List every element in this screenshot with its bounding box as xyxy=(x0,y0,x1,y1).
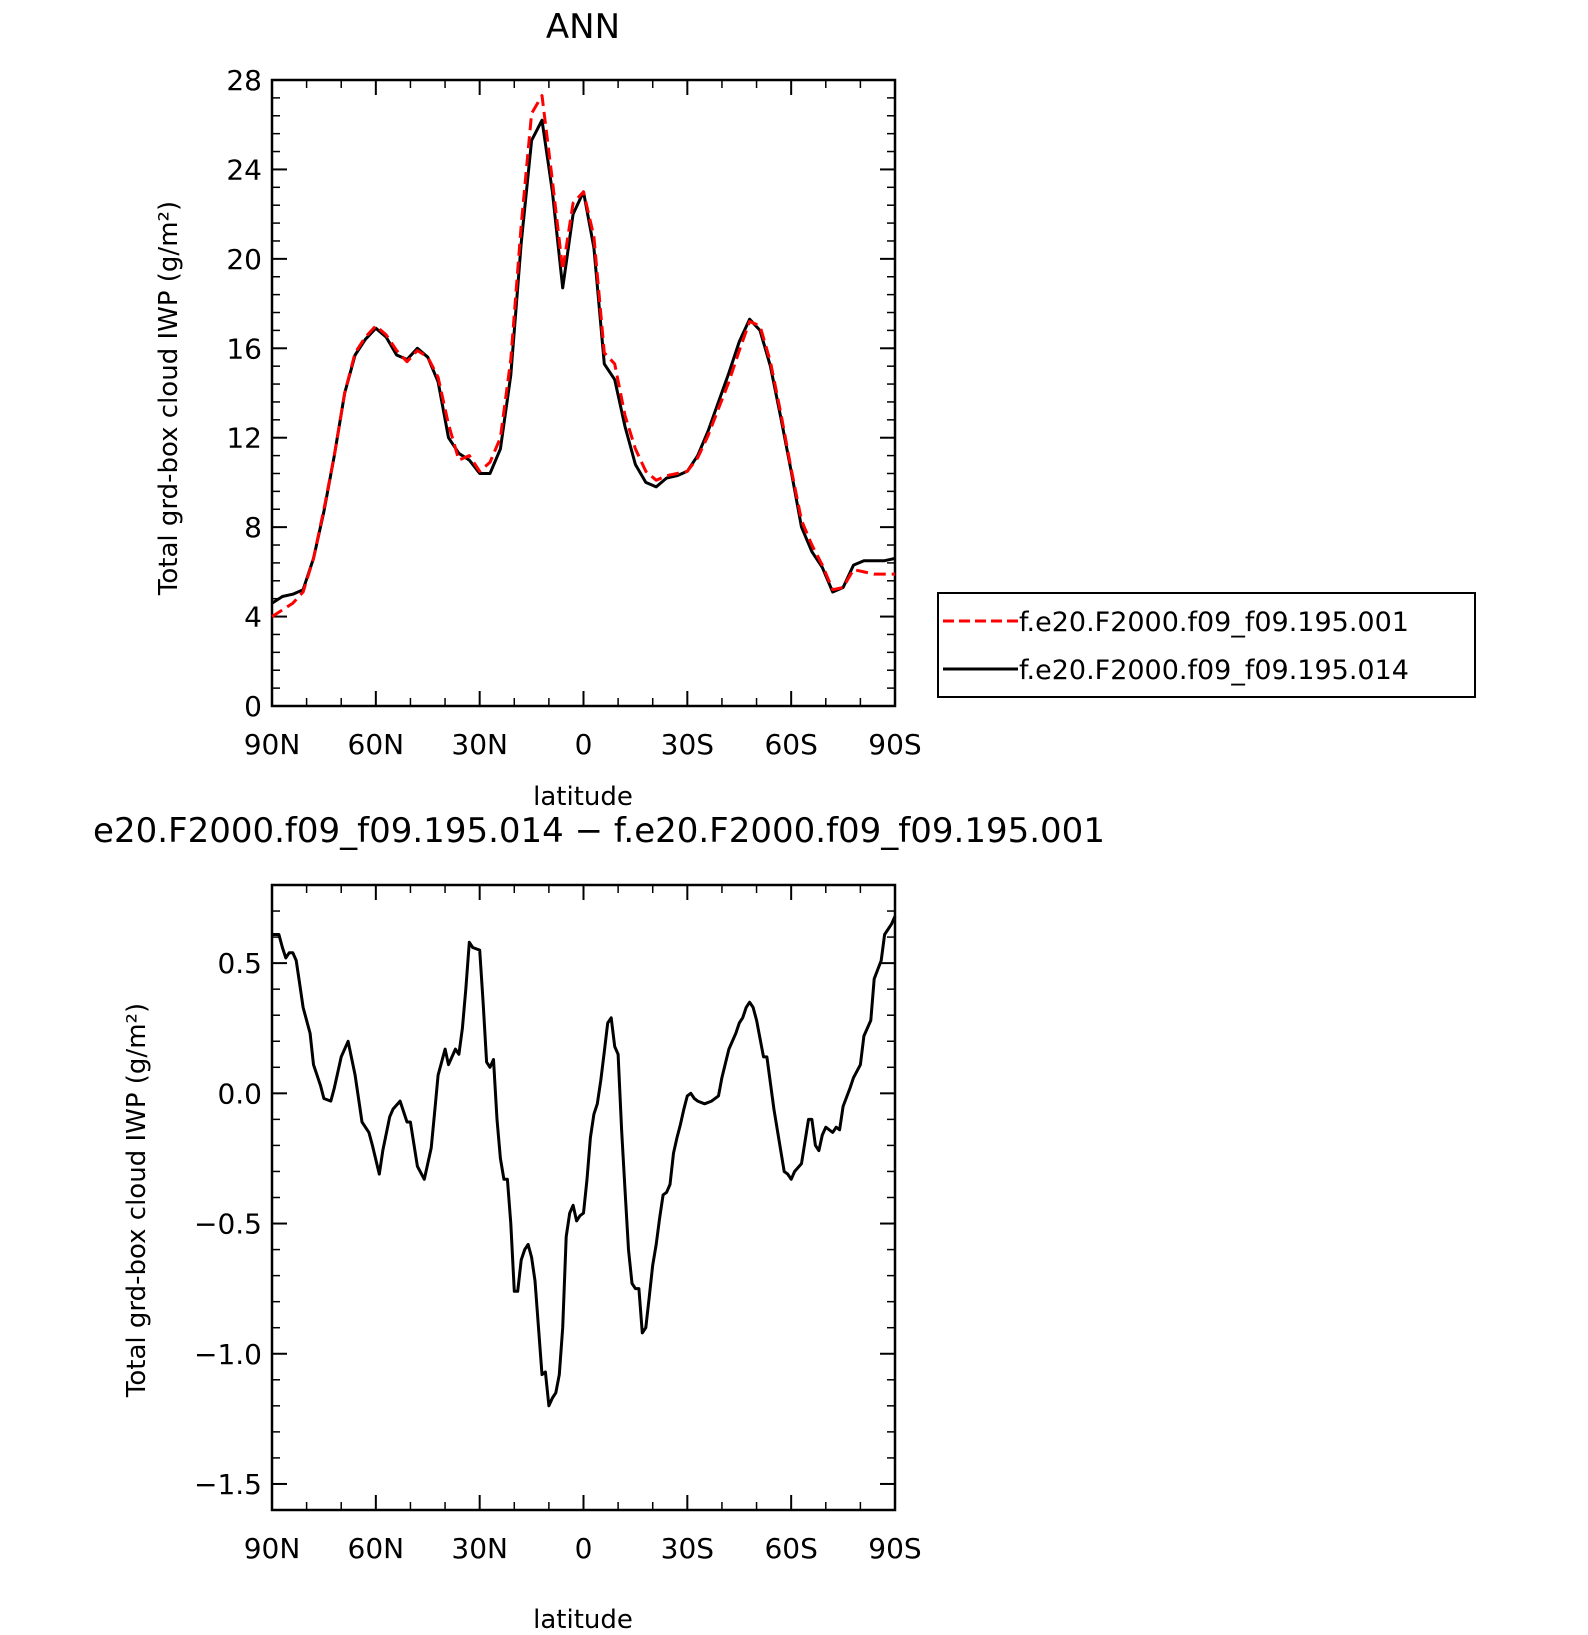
x-tick-label: 30S xyxy=(661,728,714,761)
x-tick-label: 0 xyxy=(575,1532,593,1565)
plot-frame xyxy=(270,78,897,708)
series-line-0 xyxy=(271,94,895,618)
y-tick-label: 20 xyxy=(226,243,262,276)
chart-difference: e20.F2000.f09_f09.195.014 − f.e20.F2000.… xyxy=(93,811,1105,1635)
plot-area-ann: 90N 60N 30N 0 30S 60S 90S 0 4 8 12 16 20 24 28 xyxy=(226,64,921,761)
y-tick-label: 4 xyxy=(244,601,262,634)
y-axis-label: Total grd-box cloud IWP (g/m²) xyxy=(122,1003,152,1398)
y-tick-label: 28 xyxy=(226,64,262,97)
plot-frame xyxy=(270,883,897,1512)
x-tick-label: 30S xyxy=(661,1532,714,1565)
legend: f.e20.F2000.f09_f09.195.001 f.e20.F2000.… xyxy=(937,592,1476,698)
y-tick-label: −1.0 xyxy=(194,1338,262,1371)
y-tick-label: 8 xyxy=(244,511,262,544)
legend-label-001: f.e20.F2000.f09_f09.195.001 xyxy=(1019,607,1409,638)
series-line-0 xyxy=(272,915,897,1408)
x-tick-label: 90S xyxy=(868,728,921,761)
x-tick-label: 90N xyxy=(244,728,301,761)
x-tick-label: 60N xyxy=(348,728,405,761)
y-tick-label: 12 xyxy=(226,422,262,455)
y-tick-label: 16 xyxy=(226,332,262,365)
chart-ann: ANN 90N 60N 30N 0 30S 60S 90S 0 4 8 12 16 20 24 28 lat… xyxy=(154,7,1476,812)
x-tick-label: 60N xyxy=(348,1532,405,1565)
y-tick-label: −0.5 xyxy=(194,1208,262,1241)
y-tick-label: 24 xyxy=(226,153,262,186)
legend-label-014: f.e20.F2000.f09_f09.195.014 xyxy=(1019,655,1409,686)
y-tick-label: 0 xyxy=(244,690,262,723)
x-axis-label: latitude xyxy=(533,1605,633,1635)
y-tick-label: −1.5 xyxy=(194,1468,262,1501)
x-tick-label: 90N xyxy=(244,1532,301,1565)
x-axis-label: latitude xyxy=(533,782,633,812)
x-tick-label: 90S xyxy=(868,1532,921,1565)
x-tick-label: 60S xyxy=(764,728,817,761)
x-tick-label: 30N xyxy=(451,1532,508,1565)
x-tick-label: 30N xyxy=(451,728,508,761)
y-axis-label: Total grd-box cloud IWP (g/m²) xyxy=(154,201,184,596)
x-tick-label: 0 xyxy=(575,728,593,761)
x-tick-label: 60S xyxy=(764,1532,817,1565)
plot-area-difference: 90N 60N 30N 0 30S 60S 90S 0.5 0.0 −0.5 −1.0 −1.5 xyxy=(194,883,922,1565)
chart-title: e20.F2000.f09_f09.195.014 − f.e20.F2000.… xyxy=(93,811,1105,851)
y-tick-label: 0.0 xyxy=(217,1077,262,1110)
y-tick-label: 0.5 xyxy=(217,947,262,980)
legend-box xyxy=(937,592,1476,698)
chart-title: ANN xyxy=(546,7,620,47)
